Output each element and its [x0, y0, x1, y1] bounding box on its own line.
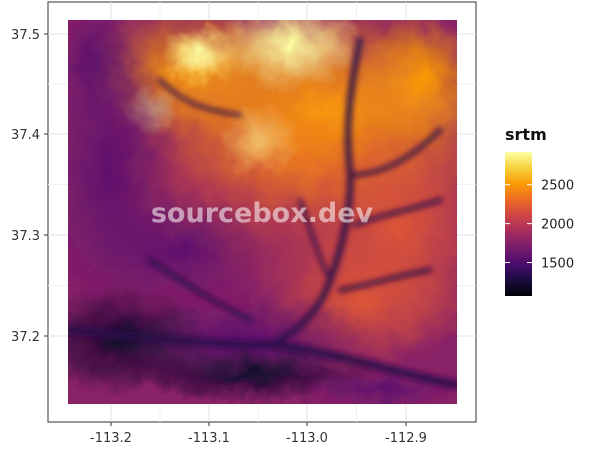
legend-ticks: 1500 2000 2500	[505, 179, 574, 272]
x-tick-label: -112.9	[385, 431, 427, 446]
legend-tick-label: 1500	[541, 257, 574, 272]
watermark-text: sourcebox.dev	[151, 198, 374, 229]
x-tick-label: -113.0	[286, 431, 328, 446]
x-tick-label: -113.1	[188, 431, 230, 446]
legend-title: srtm	[505, 125, 547, 144]
y-axis: 37.2 37.3 37.4 37.5	[11, 28, 48, 345]
legend-tick-label: 2500	[541, 179, 574, 194]
color-legend: srtm 1500 2000 2500	[505, 125, 574, 296]
x-axis: -113.2 -113.1 -113.0 -112.9	[90, 422, 427, 446]
elevation-raster	[68, 20, 457, 404]
legend-tick-label: 2000	[541, 218, 574, 233]
x-tick-label: -113.2	[90, 431, 132, 446]
y-tick-label: 37.4	[11, 128, 40, 143]
y-tick-label: 37.5	[11, 28, 40, 43]
y-tick-label: 37.3	[11, 229, 40, 244]
y-tick-label: 37.2	[11, 330, 40, 345]
